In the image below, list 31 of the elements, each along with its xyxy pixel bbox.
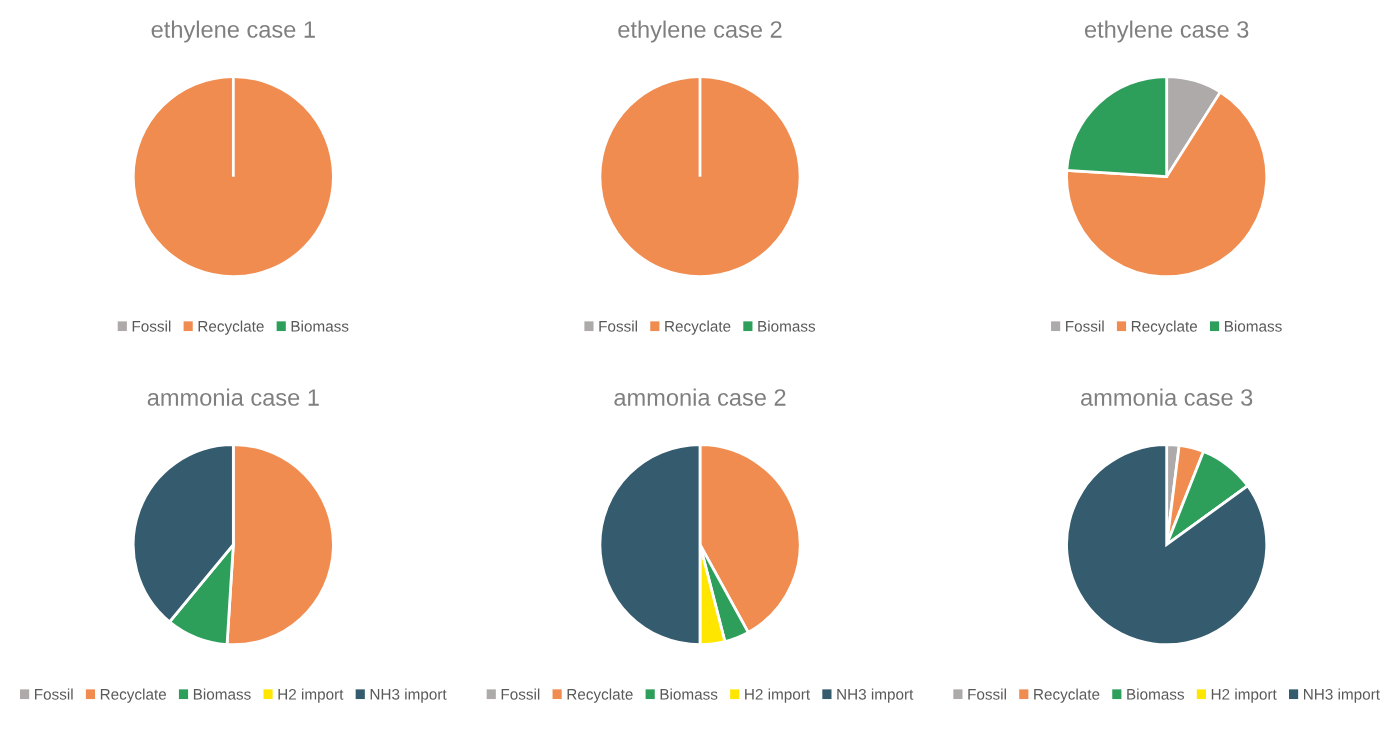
legend-label: Biomass bbox=[193, 688, 251, 700]
chart-title: ammonia case 3 bbox=[1081, 388, 1253, 406]
legend-label: Biomass bbox=[291, 320, 349, 332]
legend-label: Biomass bbox=[1127, 688, 1185, 700]
legend-label: Fossil bbox=[1066, 320, 1104, 332]
legend-label: H2 import bbox=[1211, 688, 1277, 703]
legend-label: Fossil bbox=[599, 320, 637, 332]
legend-label: Recyclate bbox=[100, 688, 167, 703]
legend-label: Recyclate bbox=[567, 688, 633, 703]
chart-title: ammonia case 2 bbox=[614, 388, 786, 406]
legend-label: NH3 import bbox=[837, 688, 914, 703]
legend-label: Biomass bbox=[660, 688, 718, 700]
legend-label: Fossil bbox=[35, 688, 73, 700]
chart-title: ethylene case 3 bbox=[1084, 20, 1249, 43]
legend-label: Recyclate bbox=[1034, 688, 1100, 703]
chart-title: ethylene case 1 bbox=[151, 20, 315, 43]
legend-label: NH3 import bbox=[1304, 688, 1380, 703]
legend-label: Fossil bbox=[968, 688, 1006, 700]
legend-label: Biomass bbox=[758, 320, 816, 332]
chart-title: ammonia case 1 bbox=[147, 388, 319, 406]
legend-label: Recyclate bbox=[665, 320, 731, 335]
legend-label: Recyclate bbox=[1131, 320, 1198, 335]
legend-label: NH3 import bbox=[370, 688, 447, 703]
legend-label: H2 import bbox=[745, 688, 810, 703]
legend-label: Recyclate bbox=[198, 320, 264, 335]
chart-title: ethylene case 2 bbox=[618, 20, 782, 43]
legend-label: Fossil bbox=[132, 320, 171, 332]
pie-slice bbox=[1065, 443, 1269, 647]
legend-label: Fossil bbox=[501, 688, 540, 700]
legend-label: Biomass bbox=[1224, 320, 1282, 332]
legend-label: H2 import bbox=[278, 688, 344, 703]
